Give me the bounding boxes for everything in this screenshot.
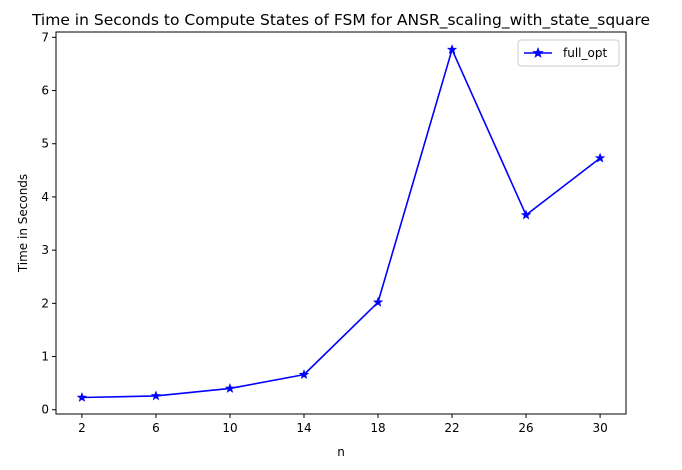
legend-box (517, 39, 620, 67)
y-axis: 0 1 2 3 4 5 6 7 (41, 30, 56, 417)
data-point (76, 392, 88, 402)
x-tick-label: 14 (296, 421, 311, 435)
legend-label-full-opt: full_opt (563, 46, 607, 60)
series-layer (76, 44, 606, 402)
plot-area (55, 31, 627, 415)
chart-title: Time in Seconds to Compute States of FSM… (31, 11, 650, 30)
x-tick-label: 6 (152, 421, 160, 435)
x-axis-label: n (337, 445, 345, 459)
y-tick-label: 5 (41, 137, 49, 151)
y-tick-label: 3 (41, 243, 49, 257)
y-tick-label: 2 (41, 296, 49, 310)
series-line-full_opt (81, 48, 601, 399)
data-point (446, 44, 458, 54)
y-tick-label: 6 (41, 84, 49, 98)
x-tick-label: 10 (222, 421, 237, 435)
y-tick-label: 7 (41, 30, 49, 44)
y-tick-label: 0 (41, 403, 49, 417)
y-tick-label: 4 (41, 190, 49, 204)
y-axis-label: Time in Seconds (16, 174, 30, 273)
x-tick-label: 22 (444, 421, 459, 435)
legend: full_opt (517, 39, 620, 67)
x-tick-label: 26 (518, 421, 533, 435)
data-point (224, 382, 236, 393)
x-tick-label: 18 (370, 421, 385, 435)
data-point (594, 152, 606, 163)
data-point (150, 390, 162, 401)
x-tick-label: 30 (592, 421, 607, 435)
legend-marker-full-opt (532, 46, 544, 58)
y-tick-label: 1 (41, 350, 49, 364)
x-tick-label: 2 (78, 421, 86, 435)
data-point (520, 209, 532, 220)
data-point (298, 369, 310, 380)
data-point (372, 296, 384, 307)
axes-frame (55, 31, 627, 415)
x-axis: 2 6 10 14 18 22 26 30 (78, 414, 608, 435)
